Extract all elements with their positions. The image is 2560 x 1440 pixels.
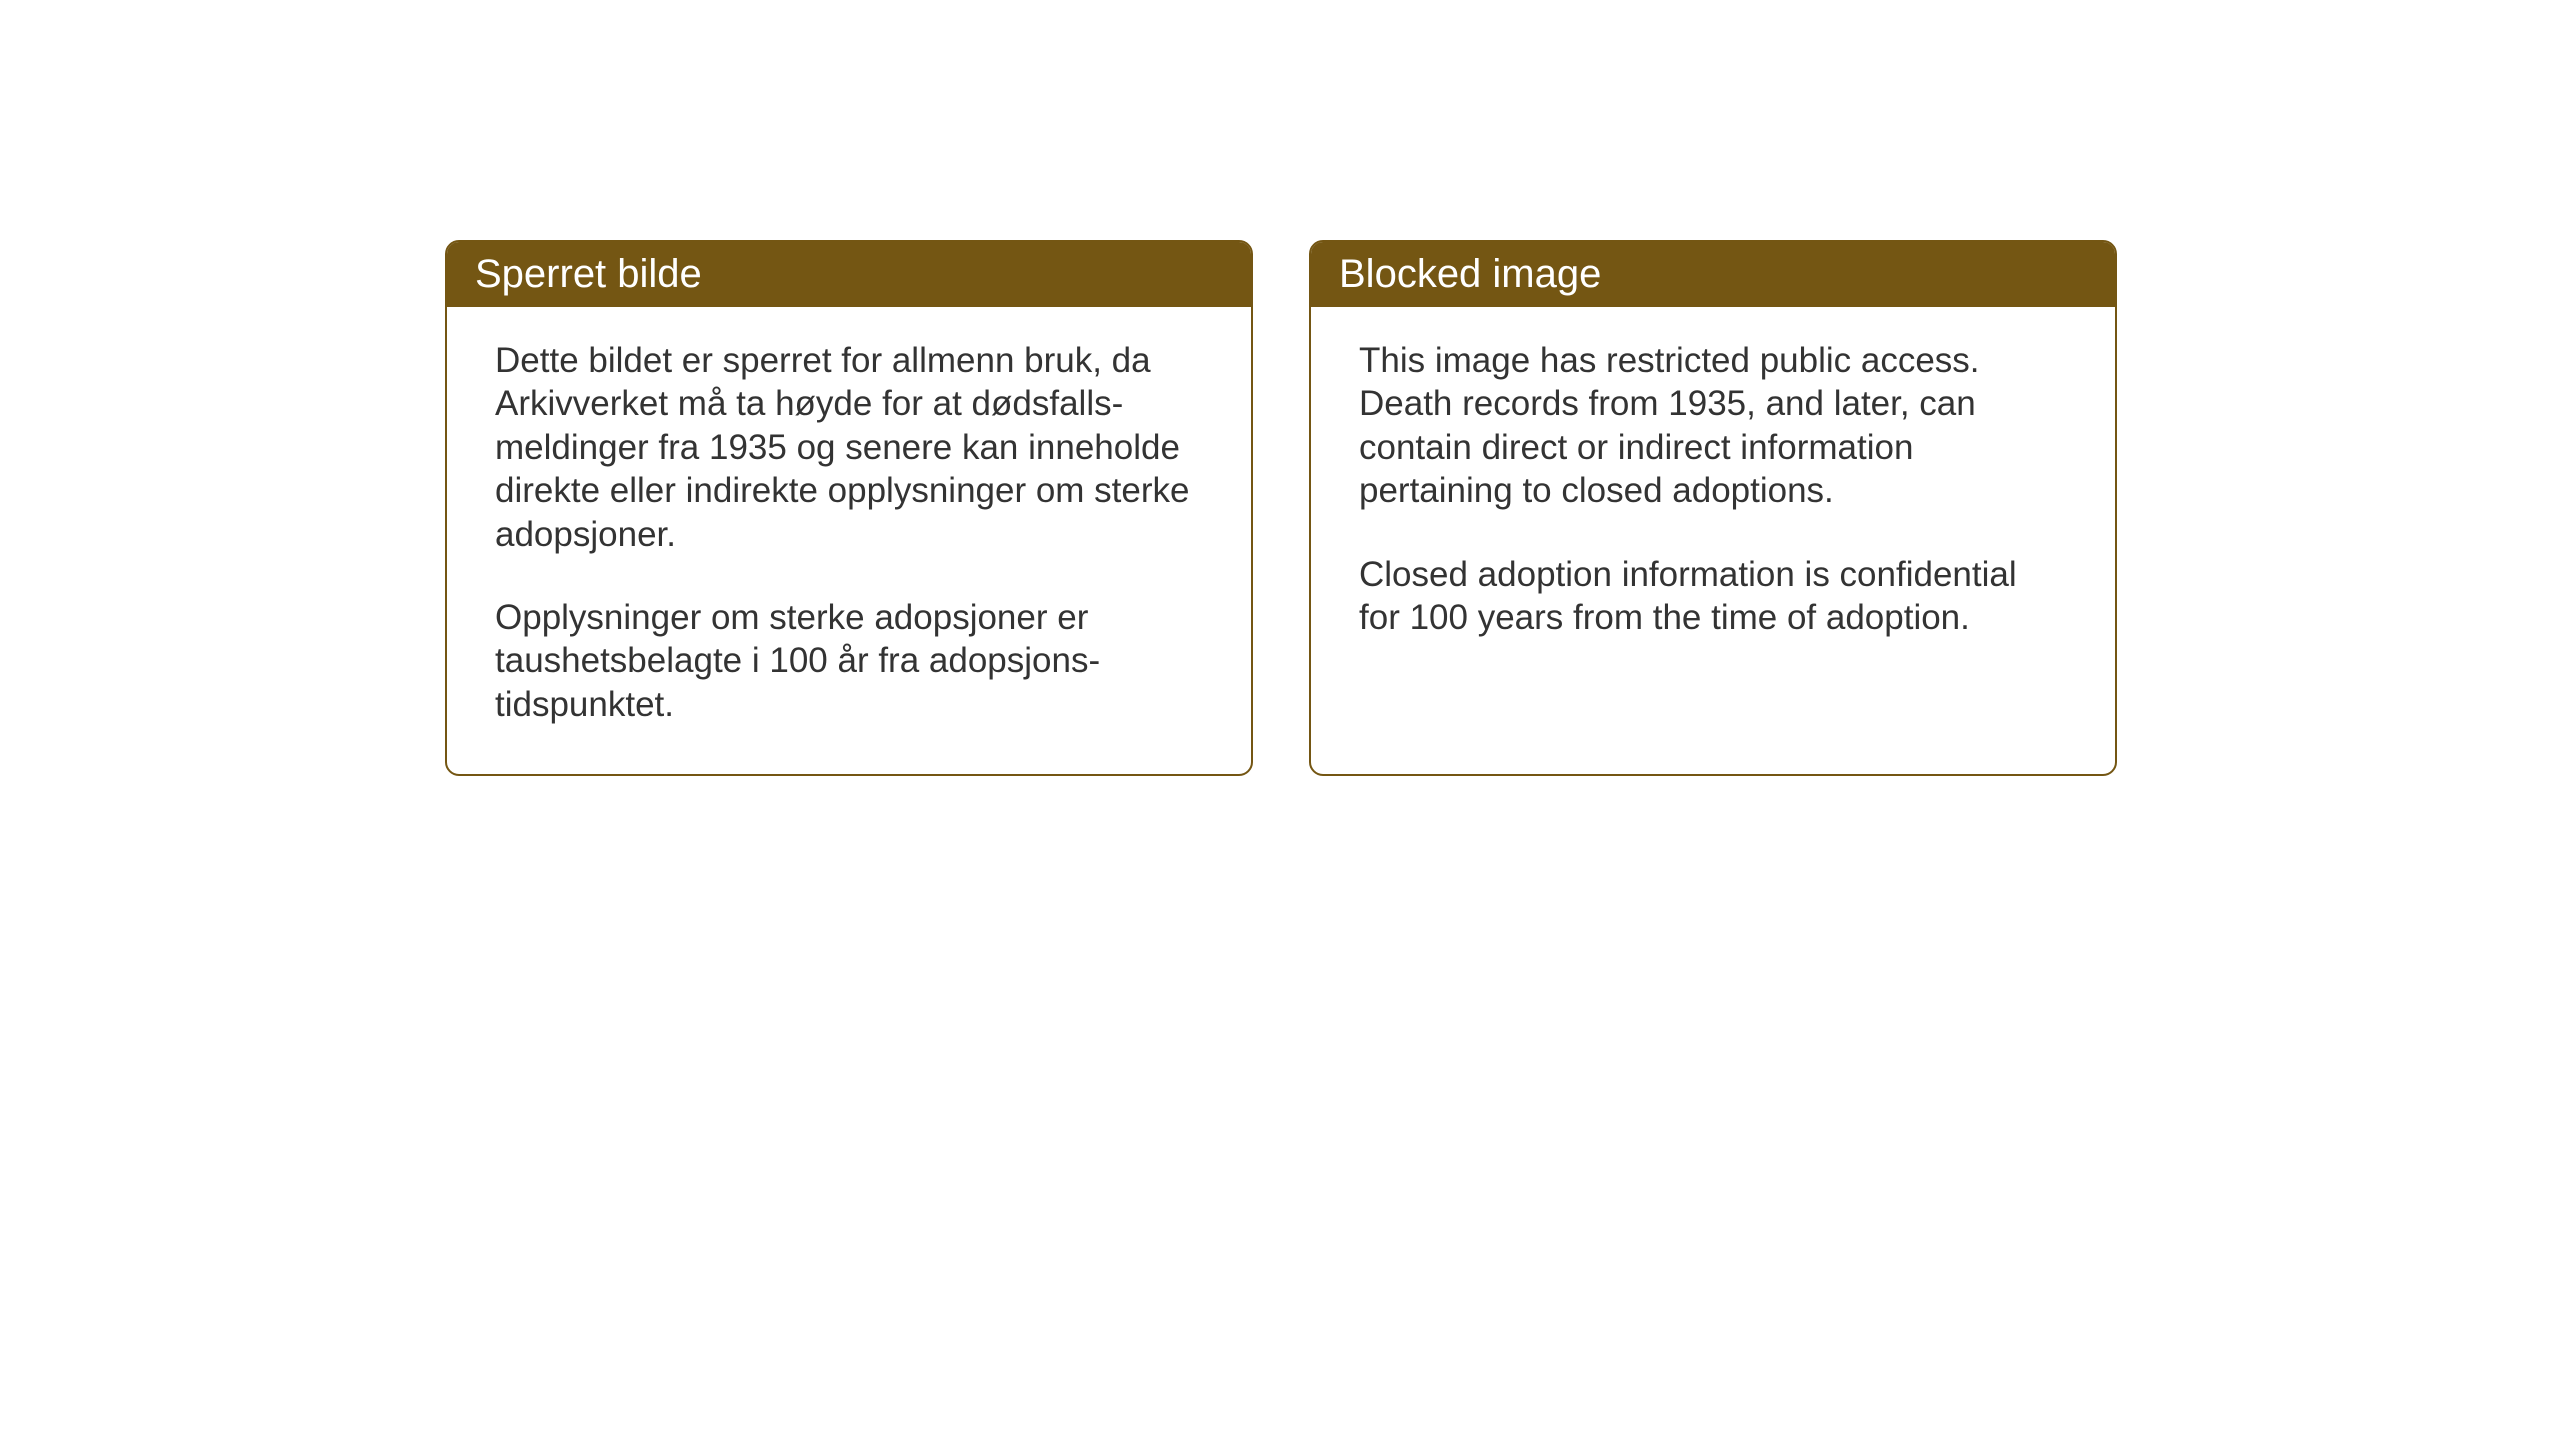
notice-box-english: Blocked image This image has restricted … (1309, 240, 2117, 776)
notice-paragraph-1-english: This image has restricted public access.… (1359, 339, 2067, 513)
notice-header-english: Blocked image (1311, 242, 2115, 307)
notice-title-english: Blocked image (1339, 252, 1601, 296)
notice-paragraph-2-norwegian: Opplysninger om sterke adopsjoner er tau… (495, 596, 1203, 726)
notice-container: Sperret bilde Dette bildet er sperret fo… (445, 240, 2117, 776)
notice-paragraph-2-english: Closed adoption information is confident… (1359, 553, 2067, 640)
notice-body-norwegian: Dette bildet er sperret for allmenn bruk… (447, 307, 1251, 774)
notice-header-norwegian: Sperret bilde (447, 242, 1251, 307)
notice-paragraph-1-norwegian: Dette bildet er sperret for allmenn bruk… (495, 339, 1203, 556)
notice-title-norwegian: Sperret bilde (475, 252, 702, 296)
notice-box-norwegian: Sperret bilde Dette bildet er sperret fo… (445, 240, 1253, 776)
notice-body-english: This image has restricted public access.… (1311, 307, 2115, 687)
